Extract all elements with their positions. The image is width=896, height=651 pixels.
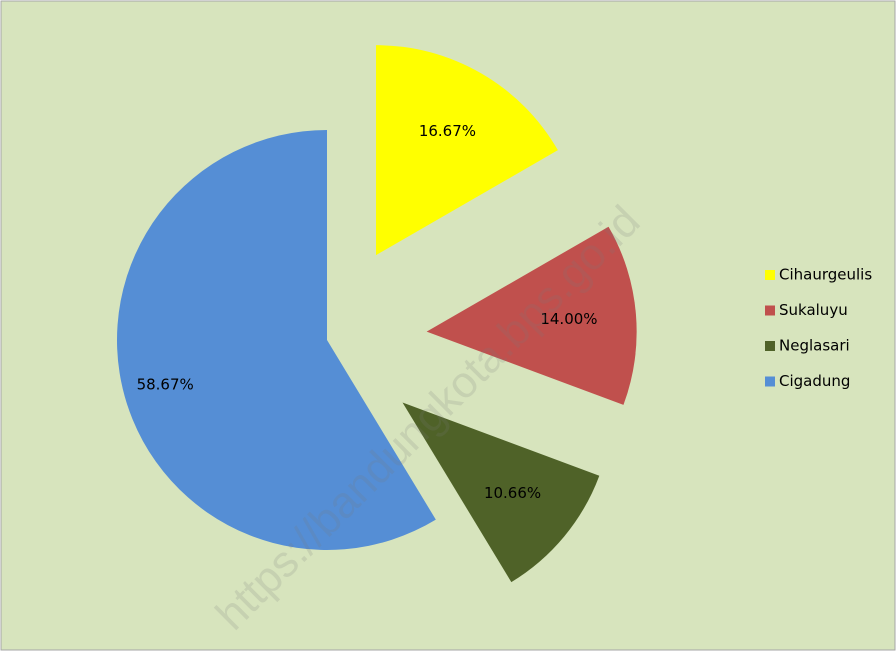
legend-label: Cigadung	[779, 372, 850, 390]
legend-label: Cihaurgeulis	[779, 266, 872, 284]
data-label: 14.00%	[540, 310, 597, 328]
pie-slice	[376, 45, 558, 256]
legend-swatch	[765, 341, 775, 351]
legend-swatch	[765, 305, 775, 316]
data-label: 58.67%	[137, 376, 194, 394]
pie-slice	[426, 226, 637, 405]
pie-slice	[117, 130, 436, 550]
legend-label: Neglasari	[779, 337, 850, 355]
legend-swatch	[765, 270, 775, 280]
legend-swatch	[765, 376, 775, 387]
data-label: 10.66%	[484, 484, 541, 502]
pie: 16.67% 14.00% 10.66% 58.67%	[117, 45, 637, 583]
legend-label: Sukaluyu	[779, 301, 848, 319]
legend: Cihaurgeulis Sukaluyu Neglasari Cigadung	[765, 266, 872, 390]
data-label: 16.67%	[419, 122, 476, 140]
pie-slice	[402, 402, 600, 583]
